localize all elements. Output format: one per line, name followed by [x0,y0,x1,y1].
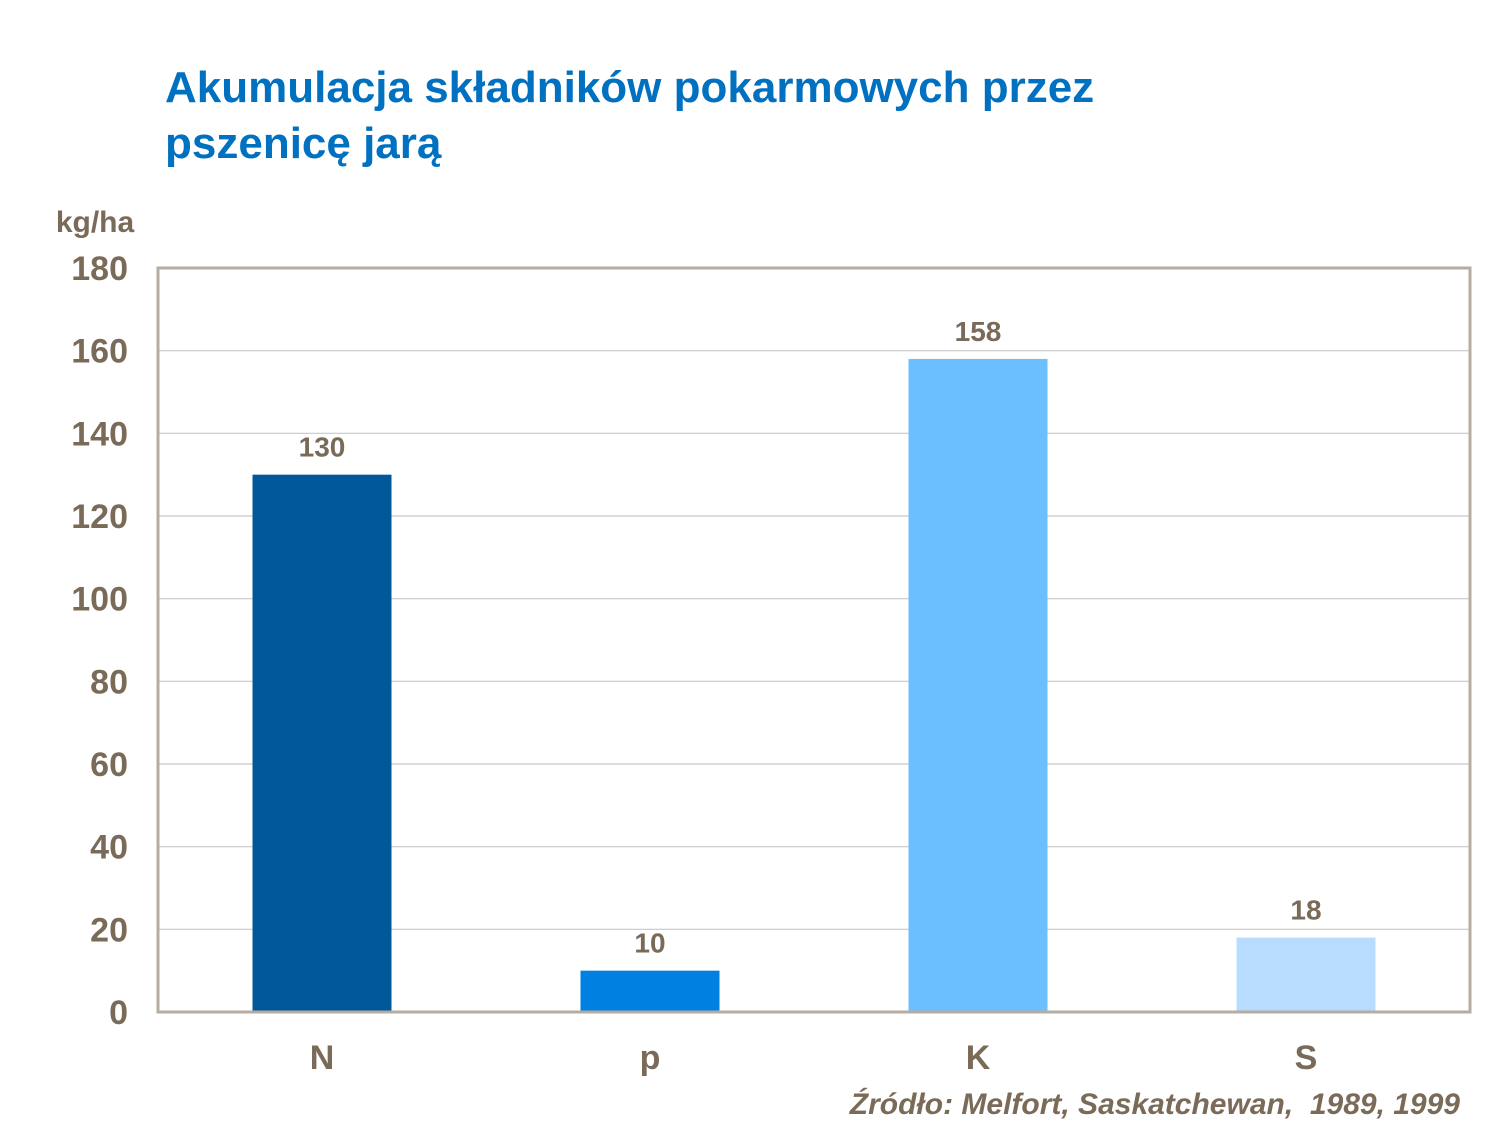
x-tick-label-N: N [310,1039,335,1077]
bar-N [252,474,392,1013]
bar-K [908,358,1048,1012]
y-tick-label: 80 [90,663,128,701]
bar-p [580,970,720,1012]
data-label-N: 130 [299,432,346,463]
y-tick-label: 0 [109,994,128,1032]
y-tick-label: 100 [71,581,128,619]
x-tick-label-S: S [1295,1039,1318,1077]
source-note: Źródło: Melfort, Saskatchewan, 1989, 199… [849,1088,1460,1121]
bars [252,358,1376,1013]
x-tick-label-K: K [966,1039,991,1077]
y-tick-label: 20 [90,911,128,949]
chart-title-line-1: Akumulacja składników pokarmowych przez [165,63,1095,112]
data-label-S: 18 [1290,895,1321,926]
bar-S [1236,937,1376,1012]
y-tick-label: 120 [71,498,128,536]
y-axis-ticks: 0 20 40 60 80 100 120 140 160 180 [71,250,128,1032]
data-label-p: 10 [634,928,665,959]
chart-title-line-2: pszenicę jarą [165,119,442,168]
data-label-K: 158 [955,316,1002,347]
y-axis-unit-label: kg/ha [56,206,135,239]
chart-title: Akumulacja składników pokarmowych przez … [165,60,1365,172]
y-tick-label: 180 [71,250,128,288]
y-tick-label: 160 [71,333,128,371]
y-tick-label: 40 [90,829,128,867]
y-tick-label: 60 [90,746,128,784]
plot-area-frame [156,266,1472,1014]
x-tick-label-p: p [640,1039,661,1077]
data-labels: 130 10 158 18 [299,316,1322,959]
y-tick-label: 140 [71,415,128,453]
